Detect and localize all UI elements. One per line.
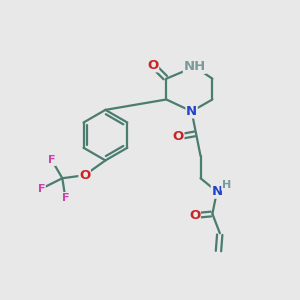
Text: F: F [48, 155, 56, 165]
Text: O: O [79, 169, 90, 182]
Text: O: O [172, 130, 184, 143]
Text: F: F [38, 184, 45, 194]
Text: NH: NH [184, 60, 206, 73]
Text: N: N [211, 185, 222, 198]
Text: H: H [222, 180, 231, 190]
Text: O: O [189, 209, 200, 222]
Text: N: N [186, 105, 197, 118]
Text: O: O [147, 59, 159, 72]
Text: F: F [61, 193, 69, 202]
